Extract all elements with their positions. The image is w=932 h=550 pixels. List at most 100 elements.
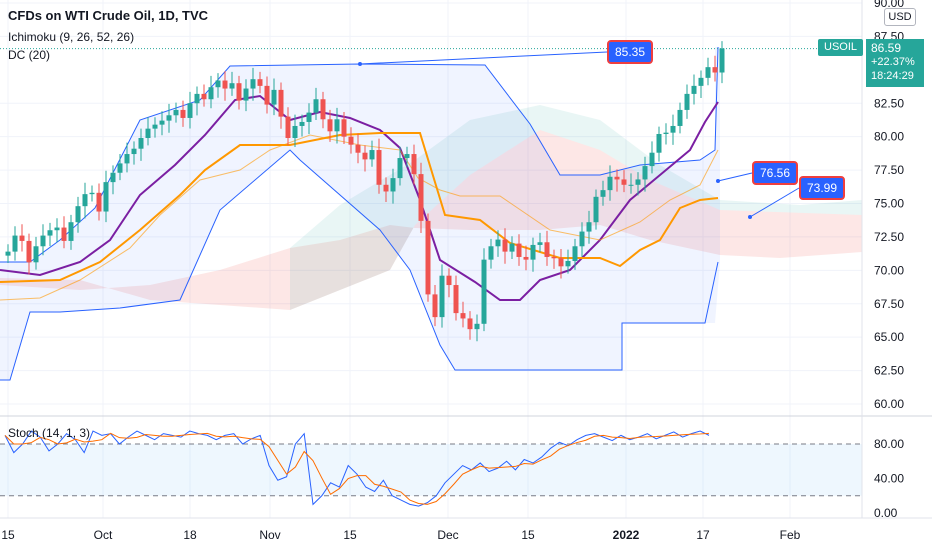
candle-body xyxy=(663,132,669,134)
candle-body xyxy=(453,285,459,314)
candle-body xyxy=(607,176,613,191)
time-tick-label: 18 xyxy=(183,528,197,542)
candle-body xyxy=(166,115,172,121)
candle-body xyxy=(530,244,536,260)
candle-body xyxy=(299,121,305,126)
candle-body xyxy=(131,148,137,155)
change-percent: +22.37% xyxy=(871,56,915,68)
stoch-legend[interactable]: Stoch (14, 1, 3) xyxy=(8,426,91,440)
stoch-band xyxy=(0,444,862,496)
candle-body xyxy=(201,93,207,100)
candle-body xyxy=(684,93,690,110)
price-tick-label: 82.50 xyxy=(874,96,904,110)
candle-body xyxy=(19,235,25,241)
candle-body xyxy=(642,166,648,180)
donchian-legend[interactable]: DC (20) xyxy=(8,48,51,62)
candle-body xyxy=(362,152,368,160)
candle-body xyxy=(26,240,32,263)
ichimoku-legend[interactable]: Ichimoku (9, 26, 52, 26) xyxy=(8,30,135,44)
currency-button[interactable]: USD xyxy=(884,8,916,26)
stoch-tick-label: 0.00 xyxy=(874,506,898,520)
dc-fill xyxy=(0,47,720,380)
candle-body xyxy=(236,83,242,101)
candle-body xyxy=(278,89,284,117)
candle-body xyxy=(593,196,599,223)
last-price-label: 86.59 +22.37% 18:24:29 xyxy=(866,39,924,87)
time-tick-label: Feb xyxy=(780,528,801,542)
candle-body xyxy=(523,256,529,260)
candle-body xyxy=(649,152,655,167)
candle-body xyxy=(670,125,676,133)
candle-body xyxy=(390,178,396,192)
price-callout-mid[interactable]: 76.56 xyxy=(752,161,799,185)
candle-body xyxy=(243,88,249,101)
callout-leader-top xyxy=(359,51,608,65)
candle-body xyxy=(376,150,382,185)
candle-body xyxy=(229,83,235,89)
cloud-region xyxy=(0,130,862,310)
trend-lines[interactable] xyxy=(0,48,862,219)
candle-body xyxy=(159,120,165,125)
candle-body xyxy=(474,323,480,330)
candle-body xyxy=(250,79,256,89)
price-tick-label: 80.00 xyxy=(874,130,904,144)
candle-body xyxy=(698,77,704,86)
candle-body xyxy=(110,172,116,183)
candle-body xyxy=(355,144,361,153)
candle-body xyxy=(313,99,319,113)
candle-body xyxy=(460,313,466,319)
kijun-line xyxy=(0,132,719,283)
stoch-k-line xyxy=(4,430,710,507)
candle-body xyxy=(320,99,326,120)
price-tick-label: 75.00 xyxy=(874,197,904,211)
candle-body xyxy=(418,174,424,221)
callout-anchor-mid xyxy=(716,179,720,183)
candle-body xyxy=(47,230,53,236)
stoch-tick-label: 80.00 xyxy=(874,437,904,451)
candle-body xyxy=(68,222,74,241)
candle-body xyxy=(264,85,270,105)
candle-body xyxy=(628,184,634,186)
candle-body xyxy=(117,163,123,173)
candle-body xyxy=(516,243,522,257)
candle-body xyxy=(61,227,67,241)
candle-body xyxy=(558,258,564,267)
time-tick-label: 15 xyxy=(1,528,15,542)
dc-lower xyxy=(0,149,719,381)
price-tick-label: 77.50 xyxy=(874,163,904,177)
candle-body xyxy=(537,242,543,245)
candle-body xyxy=(180,109,186,118)
symbol-tag: USOIL xyxy=(818,39,864,56)
candle-body xyxy=(173,109,179,116)
price-callout-low[interactable]: 73.99 xyxy=(799,176,846,200)
candle-body xyxy=(509,243,515,252)
price-tick-label: 72.50 xyxy=(874,230,904,244)
candle-body xyxy=(586,222,592,232)
candle-body xyxy=(712,67,718,73)
candle-body xyxy=(306,112,312,122)
candle-body xyxy=(82,194,88,207)
candle-body xyxy=(145,128,151,139)
candle-body xyxy=(152,124,158,129)
price-tick-label: 67.50 xyxy=(874,297,904,311)
chart-title[interactable]: CFDs on WTI Crude Oil, 1D, TVC xyxy=(8,8,209,23)
candle-body xyxy=(222,80,228,89)
cloud-region xyxy=(290,105,862,310)
time-tick-label: 15 xyxy=(521,528,535,542)
time-tick-label: Dec xyxy=(437,528,458,542)
candle-body xyxy=(257,79,263,86)
price-tick-label: 65.00 xyxy=(874,330,904,344)
candle-body xyxy=(194,93,200,104)
candle-body xyxy=(691,85,697,94)
time-tick-label: 17 xyxy=(696,528,710,542)
price-tick-label: 60.00 xyxy=(874,397,904,411)
candle-body xyxy=(544,242,550,257)
candle-body xyxy=(327,119,333,132)
price-callout-top[interactable]: 85.35 xyxy=(607,40,654,64)
candle-body xyxy=(215,80,221,88)
candle-body xyxy=(208,87,214,100)
candle-body xyxy=(656,133,662,153)
candle-body xyxy=(138,138,144,149)
candle-body xyxy=(96,192,102,212)
